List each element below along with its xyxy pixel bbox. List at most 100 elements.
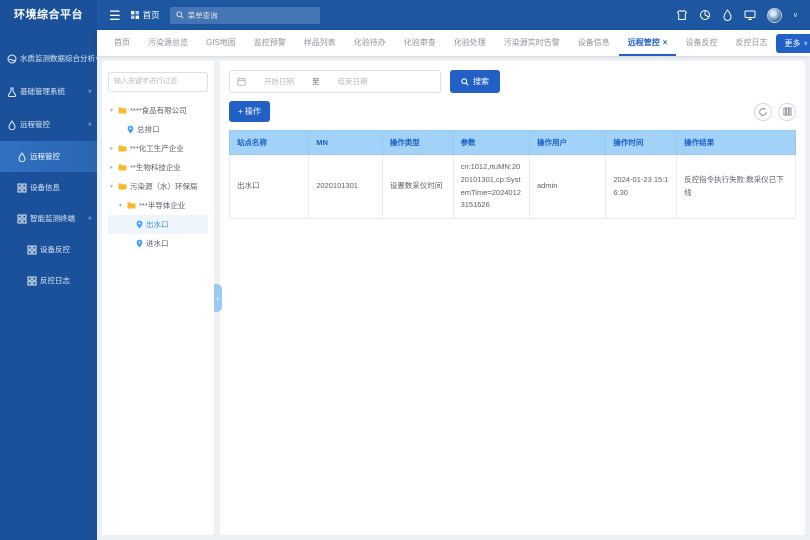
col-operation-result: 操作结果: [676, 130, 796, 155]
caret-down-icon[interactable]: ▾: [118, 202, 122, 209]
tab-label: 远程管控: [627, 38, 660, 47]
topbar: ☰ 首页 ∨: [97, 0, 810, 30]
sidebar-item-label: 水质监测数据综合分析: [20, 54, 95, 63]
more-tabs-button[interactable]: 更多 ∨: [776, 33, 810, 53]
refresh-icon: [759, 107, 767, 116]
tab-sample-list[interactable]: 样品列表: [303, 38, 336, 47]
sidebar-item-label: 远程管控: [20, 120, 50, 129]
tree-node-semiconductor-company[interactable]: ▾ ***半导体企业: [108, 196, 208, 215]
tree-node-label: 总排口: [137, 124, 160, 134]
end-date-input[interactable]: [323, 77, 382, 86]
cell-operation-user: admin: [528, 154, 607, 219]
tree-node-food-company[interactable]: ▾ ****食品有限公司: [108, 101, 208, 120]
sidebar-item-smart-terminal-group[interactable]: 智能监测终端 ∧: [0, 203, 97, 234]
caret-right-icon[interactable]: ▸: [109, 145, 113, 152]
tab-home[interactable]: 首页: [114, 38, 130, 47]
caret-down-icon[interactable]: ▾: [109, 183, 113, 190]
analysis-icon: [7, 54, 17, 63]
sidebar-item-remote-control-group[interactable]: 远程管控 ∧: [0, 108, 97, 141]
grid-icon: [27, 276, 37, 286]
tab-pollution-overview[interactable]: 污染源总览: [148, 38, 188, 47]
action-toolbar: + 操作: [229, 101, 796, 122]
tree-node-chemical-company[interactable]: ▸ ***化工生产企业: [108, 139, 208, 158]
search-icon: [175, 11, 184, 19]
sidebar-item-label: 设备反控: [40, 245, 70, 254]
tree-node-label: ***半导体企业: [139, 200, 186, 210]
sidebar-item-water-analysis[interactable]: 水质监测数据综合分析 ∨: [0, 42, 99, 75]
tab-device-info[interactable]: 设备信息: [577, 38, 610, 47]
tab-lab-todo[interactable]: 化验待办: [353, 38, 386, 47]
calendar-icon: [237, 77, 246, 86]
column-settings-button[interactable]: [778, 102, 796, 121]
sidebar-item-remote-control[interactable]: 远程管控: [0, 141, 97, 172]
fullscreen-monitor-icon[interactable]: [744, 9, 756, 21]
start-date-input[interactable]: [250, 77, 308, 86]
search-toolbar: 至 搜索: [229, 70, 796, 93]
breadcrumb-home-label: 首页: [142, 10, 160, 20]
tree-node-outlet[interactable]: 出水口: [108, 214, 208, 234]
folder-icon: [127, 202, 136, 209]
date-range-picker[interactable]: 至: [229, 70, 441, 93]
refresh-button[interactable]: [754, 102, 772, 121]
tab-lab-handle[interactable]: 化验处理: [453, 38, 486, 47]
tree-node-label: ***化工生产企业: [130, 143, 184, 153]
breadcrumb[interactable]: 首页: [130, 9, 160, 21]
water-drop-icon: [8, 119, 16, 130]
hamburger-menu-icon[interactable]: ☰: [109, 7, 121, 23]
operate-button[interactable]: + 操作: [229, 101, 270, 122]
tree-node-label: 出水口: [146, 219, 169, 229]
tab-reverse-control-log[interactable]: 反控日志: [735, 38, 768, 47]
caret-right-icon[interactable]: ▸: [109, 164, 113, 171]
tab-device-reverse-control[interactable]: 设备反控: [685, 38, 718, 47]
cell-operation-result: 反控指令执行失败:数采仪已下线: [676, 154, 796, 219]
close-icon[interactable]: ×: [662, 38, 668, 47]
avatar[interactable]: [766, 7, 782, 23]
content-area: ▾ ****食品有限公司 总排口 ▸ ***化工生产企业: [97, 56, 810, 540]
cell-operation-type: 设置数采仪时间: [381, 154, 454, 219]
layout-pie-icon[interactable]: [699, 9, 711, 21]
sidebar-item-base-management[interactable]: 基础管理系统 ∨: [0, 75, 97, 108]
app-logo-title: 环境综合平台: [14, 9, 83, 21]
grid-icon: [17, 214, 27, 224]
menu-search-input[interactable]: [187, 10, 314, 20]
topbar-icons: ∨: [676, 7, 798, 23]
tab-realtime-alert[interactable]: 污染源实时告警: [503, 38, 560, 47]
chevron-down-icon[interactable]: ∨: [792, 12, 798, 19]
location-pin-icon: [136, 239, 143, 247]
caret-down-icon[interactable]: ▾: [109, 107, 113, 114]
tab-lab-review[interactable]: 化验审查: [403, 38, 436, 47]
tree-node-epa-bureau[interactable]: ▾ 污染源（水）环保局: [108, 177, 208, 196]
table-row[interactable]: 出水口 2020101301 设置数采仪时间 cn:1012,rtuMN:202…: [228, 154, 796, 219]
site-tree: ▾ ****食品有限公司 总排口 ▸ ***化工生产企业: [108, 101, 208, 253]
sidebar-item-label: 反控日志: [40, 276, 70, 285]
sidebar-item-device-info[interactable]: 设备信息: [0, 172, 97, 203]
sidebar-item-device-reverse-control[interactable]: 设备反控: [0, 234, 97, 265]
operation-log-table: 站点名称 MN 操作类型 参数 操作用户 操作时间 操作结果 出水口 20201: [228, 130, 796, 219]
flame-icon[interactable]: [722, 9, 733, 21]
theme-shirt-icon[interactable]: [676, 9, 688, 21]
home-grid-icon: [130, 11, 139, 19]
tab-gis-map[interactable]: GIS地图: [206, 38, 236, 47]
cell-mn: 2020101301: [308, 154, 383, 219]
system-icon: [7, 87, 17, 97]
tree-node-main-outlet[interactable]: 总排口: [108, 120, 208, 139]
tree-filter-input[interactable]: [108, 71, 208, 92]
tree-node-inlet[interactable]: 进水口: [108, 234, 208, 253]
table-tools: [754, 102, 796, 121]
more-label: 更多: [784, 38, 801, 48]
menu-search-box[interactable]: [169, 6, 320, 24]
sidebar-item-label: 基础管理系统: [20, 87, 65, 96]
tab-remote-control[interactable]: 远程管控 ×: [618, 30, 677, 56]
tree-node-biotech-company[interactable]: ▸ **生物科技企业: [108, 158, 208, 177]
log-panel: 至 搜索 + 操作: [220, 61, 805, 535]
tab-monitor-warning[interactable]: 监控预警: [253, 38, 286, 47]
sidebar-item-reverse-control-log[interactable]: 反控日志: [0, 265, 97, 296]
chevron-up-icon: ∧: [87, 122, 92, 128]
col-mn: MN: [308, 130, 383, 155]
grid-icon: [17, 183, 27, 193]
location-pin-icon: [127, 125, 134, 133]
tree-node-label: **生物科技企业: [130, 162, 181, 172]
tree-collapse-handle[interactable]: ‹: [214, 284, 222, 312]
search-button[interactable]: 搜索: [450, 70, 500, 93]
water-drop-icon: [18, 151, 26, 162]
